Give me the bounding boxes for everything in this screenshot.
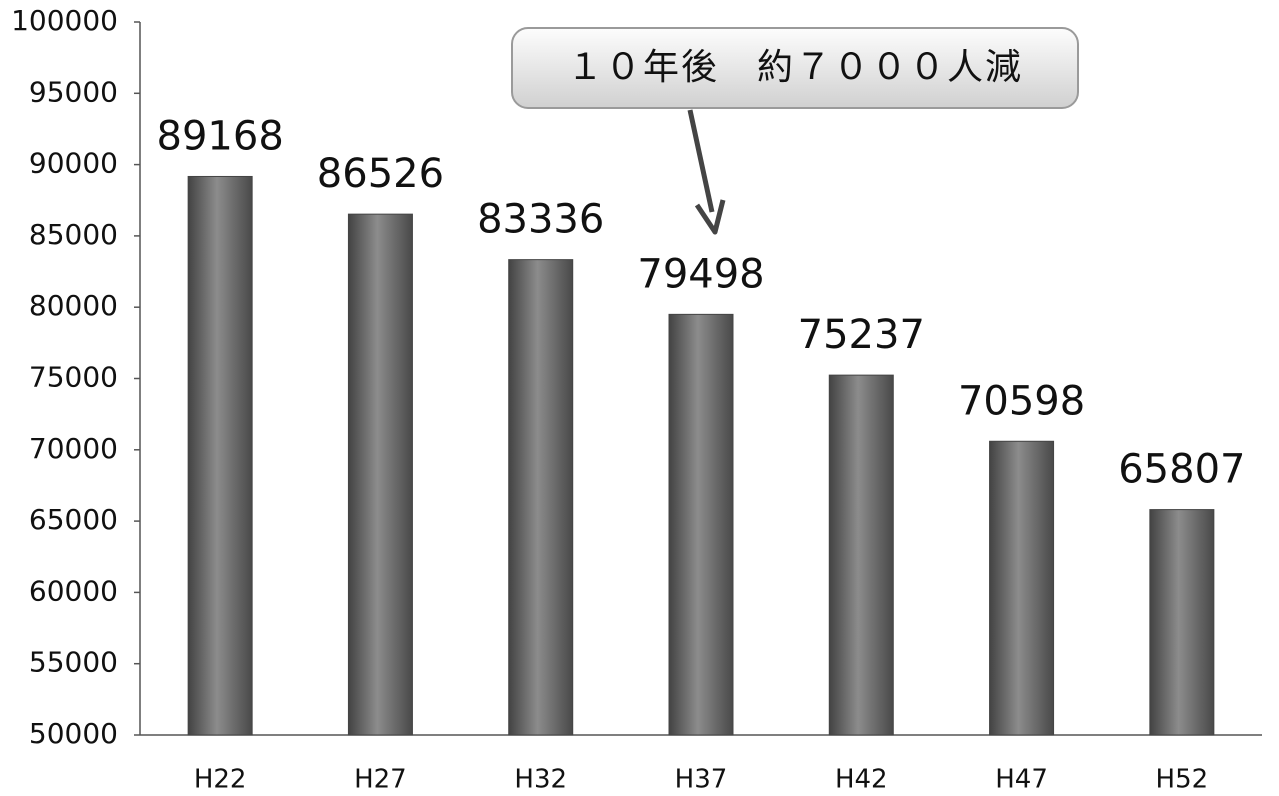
x-tick-label: H52 [1156, 765, 1209, 795]
y-tick-label: 70000 [29, 432, 118, 465]
y-tick-label: 50000 [29, 717, 118, 750]
x-tick-label: H37 [675, 765, 728, 795]
y-tick-label: 80000 [29, 289, 118, 322]
y-tick-label: 60000 [29, 574, 118, 607]
bar [187, 175, 253, 736]
x-tick-label: H47 [995, 765, 1048, 795]
y-tick-label: 85000 [29, 218, 118, 251]
annotation-box [511, 27, 1079, 109]
bar [1149, 509, 1215, 736]
value-label: 70598 [958, 378, 1085, 424]
bar [989, 440, 1055, 736]
y-tick-label: 95000 [29, 75, 118, 108]
bar [508, 259, 574, 736]
x-tick-label: H42 [835, 765, 888, 795]
x-tick-label: H32 [514, 765, 567, 795]
bar [668, 313, 734, 736]
value-label: 86526 [317, 151, 444, 197]
y-tick-label: 65000 [29, 503, 118, 536]
bar [347, 213, 413, 736]
value-label: 75237 [798, 312, 925, 358]
x-tick-label: H22 [194, 765, 247, 795]
y-tick-label: 90000 [29, 147, 118, 180]
arrow-head [694, 199, 726, 235]
annotation: １０年後 約７０００人減 [567, 47, 1023, 88]
value-label: 65807 [1118, 447, 1245, 493]
x-tick-label: H27 [354, 765, 407, 795]
value-label: 83336 [477, 197, 604, 243]
y-tick-label: 100000 [11, 4, 118, 37]
value-label: 89168 [157, 113, 284, 159]
value-label: 79498 [637, 251, 764, 297]
y-tick-label: 75000 [29, 361, 118, 394]
bar [828, 374, 894, 736]
y-tick-label: 55000 [29, 646, 118, 679]
arrow-shaft [687, 109, 715, 213]
